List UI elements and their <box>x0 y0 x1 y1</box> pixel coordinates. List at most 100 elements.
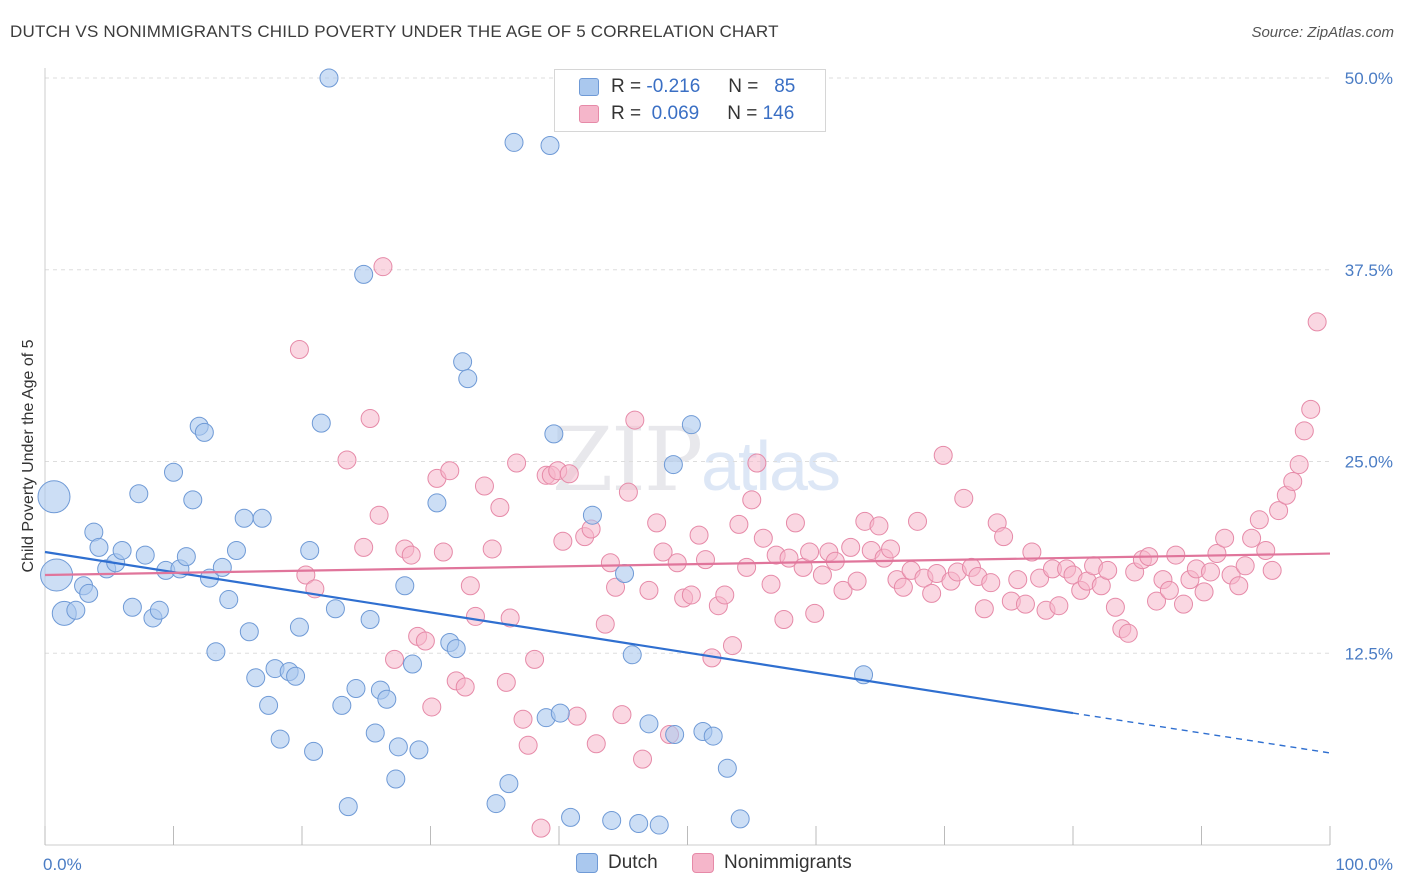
legend-r-label: R = <box>611 103 642 124</box>
dutch-point <box>582 505 602 525</box>
nonimmigrants-point <box>618 482 638 502</box>
nonimmigrants-point <box>1147 591 1167 611</box>
dutch-point <box>629 814 649 834</box>
nonimmigrants-point <box>507 453 527 473</box>
watermark-atlas: atlas <box>701 427 841 505</box>
nonimmigrants-point <box>1015 594 1035 614</box>
nonimmigrants-point <box>1283 471 1303 491</box>
nonimmigrants-point <box>559 464 579 484</box>
nonimmigrants-point <box>1294 421 1314 441</box>
x-tick-label: 0.0% <box>43 855 82 874</box>
dutch-point <box>122 597 142 617</box>
nonimmigrants-point <box>729 514 749 534</box>
dutch-point <box>615 563 635 583</box>
nonimmigrants-point <box>354 537 374 557</box>
dutch-point <box>176 547 196 567</box>
nonimmigrants-point <box>1307 312 1327 332</box>
dutch-point <box>89 537 109 557</box>
dutch-point <box>66 600 86 620</box>
nonimmigrants-point <box>625 410 645 430</box>
legend-item-dutch: Dutch <box>576 852 658 874</box>
dutch-point <box>730 809 750 829</box>
nonimmigrants-point <box>518 735 538 755</box>
dutch-point <box>561 807 581 827</box>
nonimmigrants-point <box>553 531 573 551</box>
dutch-point <box>360 610 380 630</box>
nonimmigrants-point <box>455 677 475 697</box>
nonimmigrants-point <box>847 571 867 591</box>
chart-source: Source: ZipAtlas.com <box>1251 24 1394 41</box>
nonimmigrants-point <box>981 573 1001 593</box>
axes <box>44 68 1331 846</box>
nonimmigrants-point <box>1235 556 1255 576</box>
dutch-point <box>212 557 232 577</box>
dutch-point <box>639 714 659 734</box>
nonimmigrants-point <box>1098 560 1118 580</box>
dutch-point <box>129 484 149 504</box>
nonimmigrants-point <box>1030 568 1050 588</box>
dutch-point <box>37 480 71 514</box>
nonimmigrants-point <box>1249 510 1269 530</box>
nonimmigrants-point <box>761 574 781 594</box>
dutch-point <box>332 695 352 715</box>
nonimmigrants-point <box>737 557 757 577</box>
nonimmigrants-point <box>933 445 953 465</box>
legend-n-value-dutch: 85 <box>774 76 796 97</box>
nonimmigrants-point <box>595 614 615 634</box>
nonimmigrants-point <box>881 539 901 559</box>
nonimmigrants-point <box>415 631 435 651</box>
nonimmigrants-point <box>1105 597 1125 617</box>
dutch-point <box>325 599 345 619</box>
nonimmigrants-point <box>633 749 653 769</box>
dutch-legend-swatch <box>576 853 598 873</box>
dutch-point <box>458 369 478 389</box>
nonimmigrants-point <box>422 697 442 717</box>
dutch-point <box>665 725 685 745</box>
nonimmigrants-point <box>289 340 309 360</box>
nonimmigrants-point <box>747 453 767 473</box>
y-axis-label: Child Poverty Under the Age of 5 <box>20 339 37 572</box>
x-tick-label: 100.0% <box>1335 855 1393 874</box>
dutch-point <box>550 703 570 723</box>
dutch-point <box>194 422 214 442</box>
nonimmigrants-point <box>1008 570 1028 590</box>
nonimmigrants-legend-label: Nonimmigrants <box>724 852 852 873</box>
nonimmigrants-point <box>681 585 701 605</box>
legend-row-nonimmigrants: R = 0.069 N = 146 <box>579 102 794 126</box>
dutch-point <box>663 455 683 475</box>
dutch-point <box>286 666 306 686</box>
dutch-point <box>206 642 226 662</box>
dutch-point <box>300 540 320 560</box>
dutch-point <box>219 590 239 610</box>
dutch-points <box>37 68 874 835</box>
nonimmigrants-point <box>482 539 502 559</box>
dutch-point <box>499 774 519 794</box>
nonimmigrants-point <box>833 580 853 600</box>
dutch-point <box>346 679 366 699</box>
dutch-trend-extension <box>1072 712 1331 754</box>
nonimmigrants-point <box>800 542 820 562</box>
dutch-point <box>544 424 564 444</box>
dutch-point <box>409 740 429 760</box>
legend-r-value-dutch: -0.216 <box>646 76 701 97</box>
dutch-point <box>270 729 290 749</box>
dutch-point <box>386 769 406 789</box>
dutch-trend-line <box>44 550 1074 715</box>
nonimmigrants-point <box>433 542 453 562</box>
dutch-point <box>135 545 155 565</box>
nonimmigrants-point <box>1269 501 1289 521</box>
dutch-point <box>681 415 701 435</box>
nonimmigrants-point <box>525 649 545 669</box>
nonimmigrants-point <box>606 577 626 597</box>
nonimmigrants-point <box>695 550 715 570</box>
legend-row-dutch: R = -0.216 N = 85 <box>579 75 795 99</box>
nonimmigrants-point <box>812 565 832 585</box>
dutch-point <box>319 68 339 88</box>
dutch-point <box>164 462 183 482</box>
nonimmigrants-point <box>1215 528 1235 548</box>
trend-lines <box>44 550 1331 754</box>
dutch-point <box>183 490 203 510</box>
y-tick-label: 37.5% <box>1345 261 1393 280</box>
nonimmigrants-point <box>994 527 1014 547</box>
dutch-point <box>79 583 99 603</box>
